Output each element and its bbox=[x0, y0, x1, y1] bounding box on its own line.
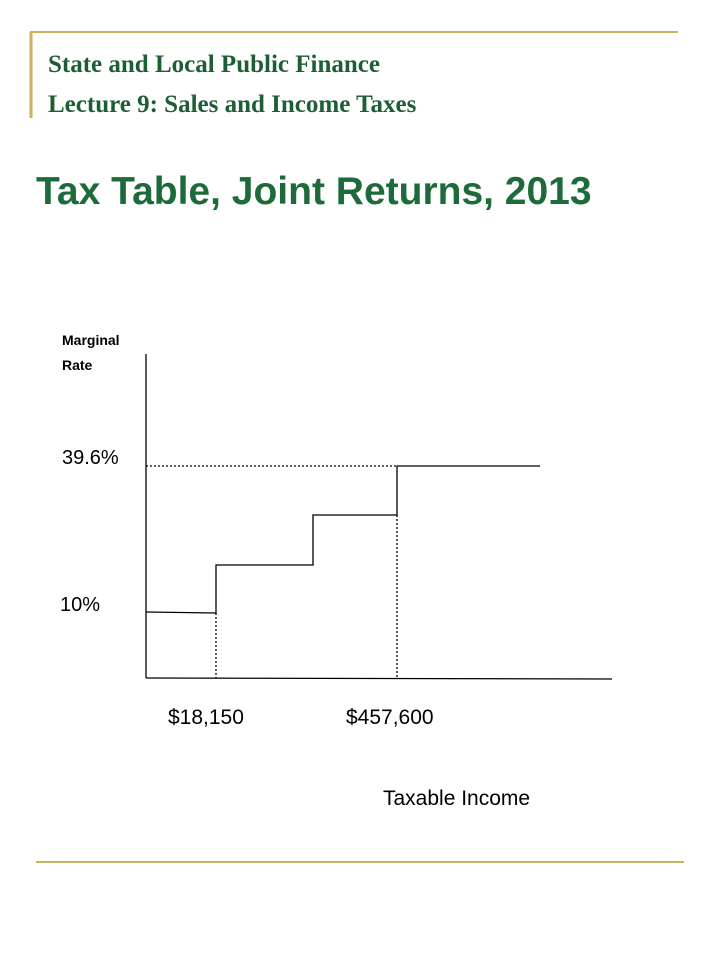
title: Tax Table, Joint Returns, 2013 bbox=[36, 170, 592, 213]
course: State and Local Public Finance bbox=[48, 51, 380, 78]
rate-label: 39.6% bbox=[62, 447, 119, 469]
y-axis-label: Marginal bbox=[62, 332, 120, 348]
lecture: Lecture 9: Sales and Income Taxes bbox=[48, 91, 417, 118]
y-axis-label: Rate bbox=[62, 357, 93, 373]
x-axis bbox=[145, 677, 613, 680]
rate-steps bbox=[145, 465, 540, 614]
income-label: $18,150 bbox=[168, 706, 244, 729]
x-axis-label: Taxable Income bbox=[383, 787, 530, 810]
income-label: $457,600 bbox=[346, 706, 434, 729]
rate-label: 10% bbox=[60, 594, 100, 616]
